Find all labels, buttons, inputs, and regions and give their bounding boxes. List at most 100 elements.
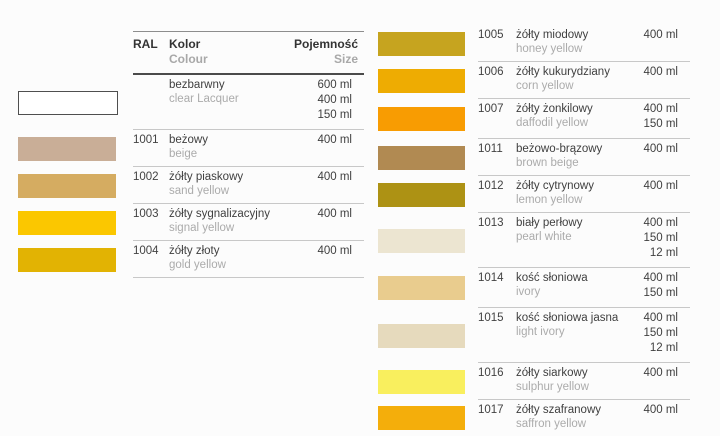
color-name-polish: żółty siarkowy	[516, 367, 588, 379]
color-name-english: ivory	[516, 286, 541, 298]
right-color-table: 1005 żółty miodowy honey yellow 400 ml 1…	[372, 25, 690, 436]
size-value: 400 ml	[317, 245, 352, 257]
ral-code: 1002	[133, 171, 159, 183]
size-value: 12 ml	[649, 247, 678, 259]
color-row-clear: bezbarwny clear Lacquer 600 ml 400 ml 15…	[14, 75, 364, 130]
header-size-en: Size	[333, 52, 358, 66]
size-value: 12 ml	[649, 342, 678, 354]
color-row-1012: 1012 żółty cytrynowy lemon yellow 400 ml	[372, 176, 690, 213]
size-list: 400 ml	[624, 29, 690, 44]
color-row-1005: 1005 żółty miodowy honey yellow 400 ml	[372, 25, 690, 62]
size-value: 150 ml	[643, 232, 678, 244]
color-swatch	[378, 276, 465, 300]
color-row-1013: 1013 biały perłowy pearl white 400 ml 15…	[372, 213, 690, 268]
color-row-1015: 1015 kość słoniowa jasna light ivory 400…	[372, 308, 690, 363]
color-swatch	[378, 406, 465, 430]
color-name-english: clear Lacquer	[169, 93, 239, 105]
color-row-1017: 1017 żółty szafranowy saffron yellow 400…	[372, 400, 690, 436]
color-name-polish: beżowo-brązowy	[516, 143, 603, 155]
size-list: 400 ml 150 ml 12 ml	[624, 217, 690, 262]
size-value: 400 ml	[643, 312, 678, 324]
ral-code: 1014	[478, 272, 504, 284]
color-row-1014: 1014 kość słoniowa ivory 400 ml 150 ml	[372, 268, 690, 308]
color-swatch	[378, 323, 465, 348]
color-name-polish: żółty żonkilowy	[516, 103, 593, 115]
size-list: 400 ml	[294, 171, 364, 186]
ral-code: 1013	[478, 217, 504, 229]
color-name-polish: żółty kukurydziany	[516, 66, 610, 78]
ral-color-catalog: { "header": { "ral": "RAL", "color_pl": …	[14, 29, 690, 430]
color-swatch	[378, 31, 465, 56]
color-name-english: light ivory	[516, 326, 565, 338]
size-list: 400 ml	[294, 134, 364, 149]
color-row-1016: 1016 żółty siarkowy sulphur yellow 400 m…	[372, 363, 690, 400]
color-row-1002: 1002 żółty piaskowy sand yellow 400 ml	[14, 167, 364, 204]
ral-code: 1015	[478, 312, 504, 324]
color-name-polish: żółty piaskowy	[169, 171, 244, 183]
ral-code: 1001	[133, 134, 159, 146]
size-list: 400 ml	[624, 367, 690, 382]
size-value: 400 ml	[643, 180, 678, 192]
size-list: 400 ml 150 ml	[624, 272, 690, 302]
size-value: 400 ml	[643, 143, 678, 155]
size-value: 400 ml	[317, 208, 352, 220]
color-row-1001: 1001 beżowy beige 400 ml	[14, 130, 364, 167]
color-name-english: saffron yellow	[516, 418, 587, 430]
color-name-polish: beżowy	[169, 134, 208, 146]
color-name-english: sulphur yellow	[516, 381, 589, 393]
color-name-polish: kość słoniowa	[516, 272, 588, 284]
size-value: 150 ml	[643, 327, 678, 339]
color-name-polish: biały perłowy	[516, 217, 583, 229]
color-swatch	[18, 136, 116, 161]
size-value: 400 ml	[317, 94, 352, 106]
color-name-english: daffodil yellow	[516, 117, 589, 129]
size-list: 400 ml	[624, 180, 690, 195]
header-ral: RAL	[133, 37, 158, 51]
color-name-polish: żółty sygnalizacyjny	[169, 208, 270, 220]
size-value: 400 ml	[643, 272, 678, 284]
color-swatch	[378, 182, 465, 207]
ral-code: 1003	[133, 208, 159, 220]
size-value: 400 ml	[643, 29, 678, 41]
color-name-english: beige	[169, 148, 198, 160]
color-name-english: pearl white	[516, 231, 572, 243]
ral-code: 1011	[478, 143, 503, 155]
color-row-1007: 1007 żółty żonkilowy daffodil yellow 400…	[372, 99, 690, 139]
ral-code: 1005	[478, 29, 504, 41]
size-value: 400 ml	[643, 367, 678, 379]
color-swatch	[378, 369, 465, 394]
color-row-1004: 1004 żółty złoty gold yellow 400 ml	[14, 241, 364, 278]
header-size-pl: Pojemność	[294, 37, 359, 51]
size-value: 400 ml	[317, 171, 352, 183]
size-list: 400 ml	[624, 143, 690, 158]
color-name-english: corn yellow	[516, 80, 574, 92]
header-color-pl: Kolor	[169, 37, 201, 51]
color-name-english: sand yellow	[169, 185, 230, 197]
color-name-english: gold yellow	[169, 259, 226, 271]
size-list: 400 ml	[624, 404, 690, 419]
color-name-polish: kość słoniowa jasna	[516, 312, 619, 324]
ral-code: 1012	[478, 180, 504, 192]
color-name-english: signal yellow	[169, 222, 235, 234]
color-swatch	[378, 145, 465, 170]
size-list: 400 ml	[294, 208, 364, 223]
size-value: 400 ml	[643, 66, 678, 78]
size-value: 400 ml	[643, 217, 678, 229]
size-value: 600 ml	[317, 79, 352, 91]
size-list: 400 ml	[294, 245, 364, 260]
size-value: 150 ml	[317, 109, 352, 121]
color-row-1003: 1003 żółty sygnalizacyjny signal yellow …	[14, 204, 364, 241]
header-color-en: Colour	[169, 52, 208, 66]
color-name-english: lemon yellow	[516, 194, 583, 206]
size-list: 400 ml 150 ml	[624, 103, 690, 133]
color-swatch	[378, 68, 465, 93]
color-swatch	[18, 173, 116, 198]
color-swatch	[18, 247, 116, 272]
header-swatch-spacer	[14, 31, 133, 75]
color-name-polish: bezbarwny	[169, 79, 225, 91]
color-name-english: brown beige	[516, 157, 579, 169]
left-color-table: RAL Kolor Colour Pojemność Size bezbarwn…	[14, 31, 364, 278]
color-name-polish: żółty miodowy	[516, 29, 589, 41]
color-name-polish: żółty złoty	[169, 245, 220, 257]
color-name-polish: żółty cytrynowy	[516, 180, 594, 192]
